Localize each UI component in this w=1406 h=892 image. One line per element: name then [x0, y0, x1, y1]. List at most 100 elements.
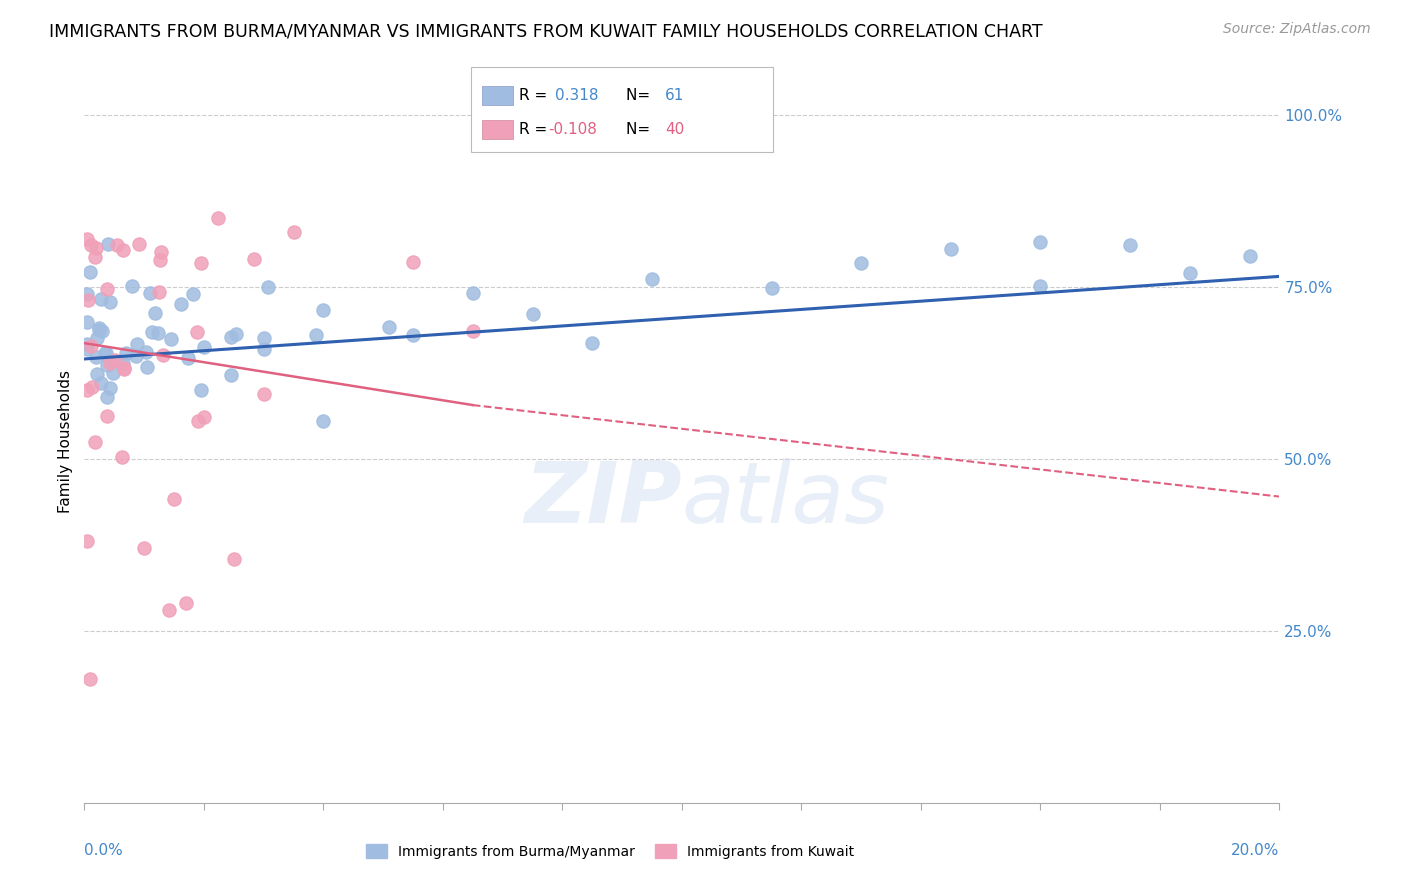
Point [159, 332, 181, 346]
Point [76, 315, 98, 329]
Point [86, 367, 108, 381]
Point [110, 450, 132, 464]
Point [121, 278, 143, 293]
Point [76, 293, 98, 308]
Point [243, 252, 266, 267]
Point [461, 324, 484, 338]
Point [96, 391, 118, 405]
Point [851, 255, 873, 269]
Point [187, 414, 209, 428]
Point [149, 252, 172, 267]
Point [101, 366, 124, 380]
Point [96, 282, 118, 296]
Point [150, 245, 173, 260]
Text: 0.318: 0.318 [555, 88, 599, 103]
Point [761, 280, 783, 294]
Point [402, 255, 425, 269]
Point [186, 326, 208, 340]
Point [80, 339, 103, 353]
Point [115, 346, 138, 360]
Text: -0.108: -0.108 [548, 122, 598, 136]
Point [222, 552, 245, 566]
Point [641, 272, 664, 286]
Point [1178, 266, 1201, 280]
Point [377, 320, 399, 334]
Point [257, 280, 280, 294]
Text: ZIP: ZIP [524, 458, 682, 541]
Point [96, 358, 118, 372]
Point [96, 409, 118, 423]
Point [90, 292, 112, 306]
Point [304, 327, 326, 342]
Point [148, 285, 170, 300]
Point [163, 492, 186, 507]
Point [112, 361, 135, 376]
Point [89, 323, 111, 337]
Point [84, 350, 107, 364]
Point [581, 336, 603, 351]
Point [253, 342, 276, 356]
Point [181, 287, 204, 301]
Point [76, 534, 98, 549]
Point [139, 285, 162, 300]
Point [461, 286, 484, 301]
Point [939, 243, 962, 257]
Point [1029, 278, 1052, 293]
Point [193, 340, 215, 354]
Point [84, 241, 107, 255]
Text: 40: 40 [665, 122, 685, 136]
Point [225, 327, 247, 342]
Point [125, 349, 148, 363]
Point [190, 256, 212, 270]
Point [522, 307, 544, 321]
Y-axis label: Family Households: Family Households [58, 370, 73, 513]
Legend: Immigrants from Burma/Myanmar, Immigrants from Kuwait: Immigrants from Burma/Myanmar, Immigrant… [360, 838, 860, 864]
Point [207, 211, 229, 225]
Point [174, 596, 197, 610]
Point [312, 302, 335, 317]
Text: R =: R = [519, 88, 553, 103]
Point [80, 238, 103, 252]
Point [79, 672, 101, 686]
Point [125, 336, 148, 351]
Point [283, 225, 305, 239]
Point [141, 325, 163, 339]
Point [112, 244, 135, 258]
Text: N=: N= [626, 122, 655, 136]
Point [98, 295, 121, 310]
Point [135, 359, 157, 374]
Point [94, 346, 117, 360]
Point [169, 296, 191, 310]
Point [86, 331, 108, 345]
Point [111, 356, 134, 370]
Point [79, 265, 101, 279]
Point [1239, 249, 1261, 263]
Text: 20.0%: 20.0% [1232, 843, 1279, 857]
Text: 0.0%: 0.0% [84, 843, 124, 857]
Point [80, 380, 103, 394]
Point [152, 348, 174, 362]
Point [94, 346, 117, 360]
Point [98, 356, 121, 370]
Point [311, 414, 333, 428]
Point [76, 383, 98, 397]
Point [190, 383, 212, 397]
Text: atlas: atlas [682, 458, 890, 541]
Point [105, 238, 128, 252]
Point [219, 368, 242, 383]
Point [104, 352, 127, 367]
Point [253, 387, 276, 401]
Point [76, 337, 98, 351]
Point [83, 250, 105, 264]
Point [91, 324, 114, 338]
Text: Source: ZipAtlas.com: Source: ZipAtlas.com [1223, 22, 1371, 37]
Point [402, 328, 425, 343]
Point [193, 409, 215, 424]
Text: N=: N= [626, 88, 655, 103]
Point [76, 342, 98, 356]
Text: R =: R = [519, 122, 553, 136]
Point [89, 320, 111, 334]
Point [112, 362, 135, 376]
Point [98, 381, 121, 395]
Point [90, 376, 112, 391]
